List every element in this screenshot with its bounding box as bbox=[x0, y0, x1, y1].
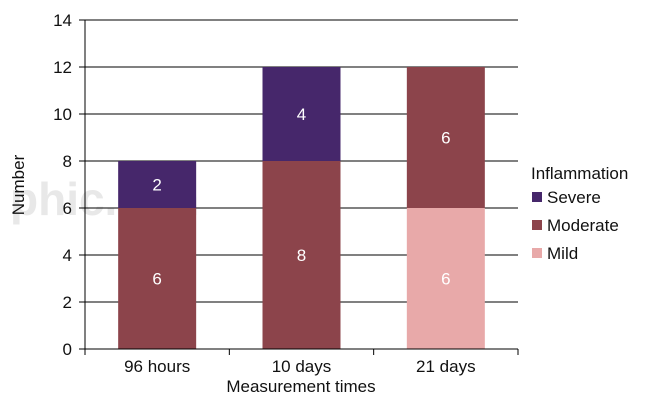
bar-segment-moderate bbox=[262, 161, 341, 349]
legend-label-moderate: Moderate bbox=[547, 216, 619, 235]
y-tick-label: 14 bbox=[53, 11, 72, 30]
y-axis-title: Number bbox=[9, 154, 28, 215]
data-label: 6 bbox=[441, 129, 450, 148]
y-tick-label: 0 bbox=[63, 340, 72, 359]
legend-swatch-mild bbox=[532, 248, 542, 258]
legend: Inflammation Severe Moderate Mild bbox=[531, 164, 628, 263]
bars: 6 2 8 4 6 6 bbox=[118, 67, 485, 349]
x-axis-title: Measurement times bbox=[226, 377, 375, 396]
data-label: 6 bbox=[441, 270, 450, 289]
y-tick-label: 4 bbox=[63, 246, 72, 265]
data-label: 6 bbox=[152, 270, 161, 289]
axes bbox=[84, 20, 518, 350]
data-label: 8 bbox=[297, 246, 306, 265]
x-tick-label: 10 days bbox=[272, 357, 332, 376]
bar-segment-moderate bbox=[118, 208, 197, 349]
bar-segment-moderate bbox=[406, 67, 485, 208]
x-tick-label: 21 days bbox=[416, 357, 476, 376]
y-tick-label: 10 bbox=[53, 105, 72, 124]
legend-swatch-severe bbox=[532, 192, 542, 202]
x-axis-ticks: 96 hours 10 days 21 days bbox=[84, 349, 519, 376]
data-label: 2 bbox=[152, 176, 161, 195]
y-axis-ticks: 0 2 4 6 8 10 12 14 bbox=[53, 11, 85, 359]
y-tick-label: 12 bbox=[53, 58, 72, 77]
x-tick-label: 96 hours bbox=[124, 357, 190, 376]
bar-segment-severe bbox=[262, 67, 341, 161]
bar-segment-severe bbox=[118, 161, 197, 208]
legend-swatch-moderate bbox=[532, 220, 542, 230]
bar-segment-mild bbox=[406, 208, 485, 349]
y-tick-label: 6 bbox=[63, 199, 72, 218]
y-tick-label: 2 bbox=[63, 293, 72, 312]
y-tick-label: 8 bbox=[63, 152, 72, 171]
legend-label-mild: Mild bbox=[547, 244, 578, 263]
legend-label-severe: Severe bbox=[547, 188, 601, 207]
legend-title: Inflammation bbox=[531, 164, 628, 183]
data-label: 4 bbox=[297, 105, 306, 124]
